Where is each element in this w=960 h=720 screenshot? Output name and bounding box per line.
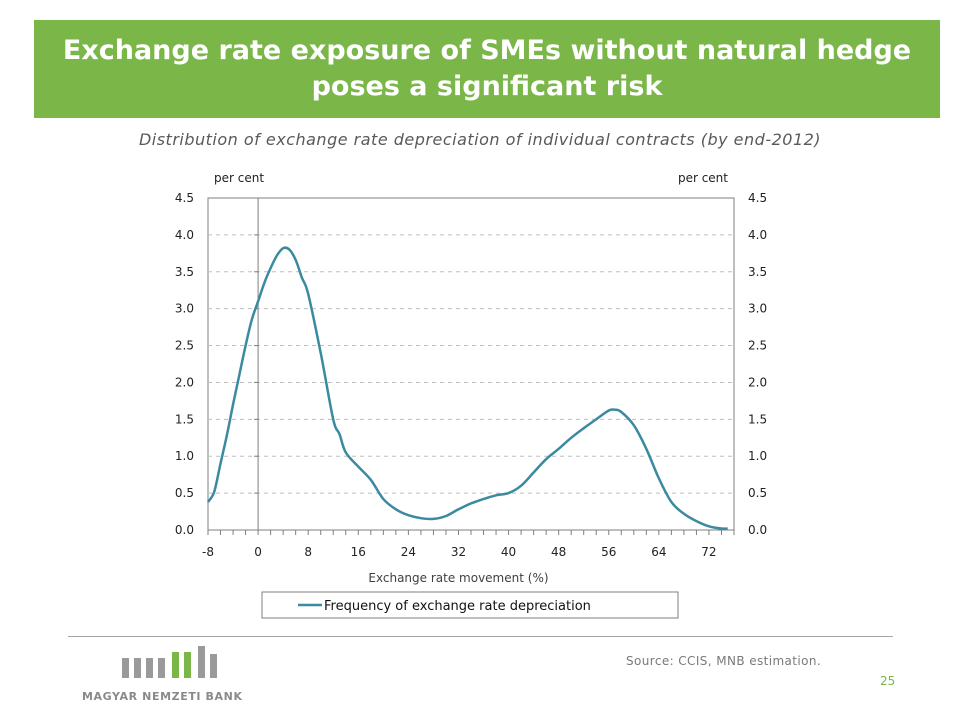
y-tick-label-left: 0.5 bbox=[175, 486, 194, 500]
y-tick-label-left: 4.5 bbox=[175, 191, 194, 205]
y-tick-label-right: 0.5 bbox=[748, 486, 767, 500]
slide-title-line-1: Exchange rate exposure of SMEs without n… bbox=[62, 35, 912, 66]
x-tick-label: 40 bbox=[501, 545, 516, 559]
x-tick-label: 8 bbox=[304, 545, 312, 559]
y-axis-label-left: per cent bbox=[214, 171, 264, 185]
footer-divider bbox=[68, 636, 893, 637]
chart-subtitle: Distribution of exchange rate depreciati… bbox=[138, 130, 822, 149]
title-band: Exchange rate exposure of SMEs without n… bbox=[34, 20, 940, 118]
x-tick-label: 16 bbox=[351, 545, 366, 559]
y-axis-label-right: per cent bbox=[678, 171, 728, 185]
x-axis-label: Exchange rate movement (%) bbox=[368, 571, 548, 585]
series-line-frequency bbox=[206, 246, 728, 530]
x-tick-label: 72 bbox=[701, 545, 716, 559]
y-tick-label-right: 4.5 bbox=[748, 191, 767, 205]
x-tick-label: 0 bbox=[254, 545, 262, 559]
source-note: Source: CCIS, MNB estimation. bbox=[626, 654, 822, 668]
x-tick-label: 48 bbox=[551, 545, 566, 559]
y-tick-label-left: 2.0 bbox=[175, 375, 194, 389]
y-tick-label-left: 2.5 bbox=[175, 339, 194, 353]
legend-box bbox=[261, 591, 679, 619]
slide-title-line-2: poses a significant risk bbox=[311, 71, 663, 102]
y-tick-label-right: 0.0 bbox=[748, 523, 767, 537]
y-tick-label-left: 1.0 bbox=[175, 449, 194, 463]
bank-name: MAGYAR NEMZETI BANK bbox=[82, 690, 243, 703]
y-tick-label-right: 1.5 bbox=[748, 412, 767, 426]
x-tick-label: 24 bbox=[401, 545, 416, 559]
bank-logo-mark bbox=[122, 646, 217, 678]
bank-logo: MAGYAR NEMZETI BANK bbox=[72, 642, 272, 712]
x-tick-label: 64 bbox=[651, 545, 666, 559]
y-tick-label-left: 3.5 bbox=[175, 265, 194, 279]
y-tick-label-right: 4.0 bbox=[748, 228, 767, 242]
x-tick-label: 32 bbox=[451, 545, 466, 559]
x-tick-label: 56 bbox=[601, 545, 616, 559]
y-tick-label-left: 0.0 bbox=[175, 523, 194, 537]
y-tick-label-left: 4.0 bbox=[175, 228, 194, 242]
y-tick-label-left: 3.0 bbox=[175, 302, 194, 316]
y-tick-label-right: 1.0 bbox=[748, 449, 767, 463]
y-tick-label-right: 3.0 bbox=[748, 302, 767, 316]
legend-label: Frequency of exchange rate depreciation bbox=[324, 599, 591, 614]
y-tick-label-right: 3.5 bbox=[748, 265, 767, 279]
y-tick-label-right: 2.0 bbox=[748, 375, 767, 389]
y-tick-label-left: 1.5 bbox=[175, 412, 194, 426]
line-chart: 0.0 0.0 0.5 0.5 1.0 1.0 1.5 1.5 2.0 2.0 2.5 2.5 3.0 3… bbox=[175, 171, 767, 619]
slide-title: Exchange rate exposure of SMEs without n… bbox=[63, 33, 911, 105]
page-number: 25 bbox=[880, 674, 896, 688]
x-tick-label: -8 bbox=[202, 545, 214, 559]
y-tick-label-right: 2.5 bbox=[748, 339, 767, 353]
